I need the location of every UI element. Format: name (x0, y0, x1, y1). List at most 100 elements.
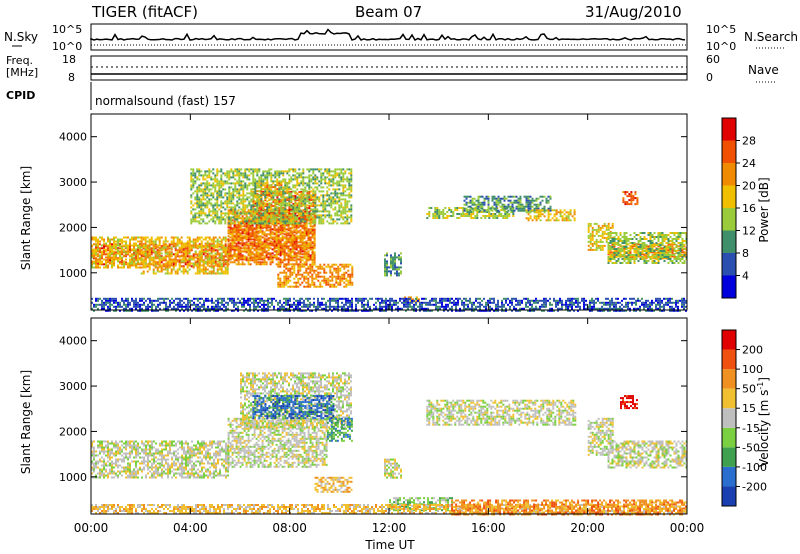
heatmap-cell (224, 254, 227, 257)
heatmap-cell (266, 216, 269, 219)
heatmap-cell (198, 243, 201, 246)
heatmap-cell (287, 261, 290, 264)
heatmap-cell (166, 252, 169, 255)
heatmap-cell (210, 270, 213, 273)
heatmap-cell (313, 243, 316, 246)
heatmap-cell (224, 252, 227, 255)
heatmap-cell (125, 236, 127, 239)
heatmap-cell (210, 198, 213, 201)
heatmap-cell (95, 236, 97, 239)
heatmap-cell (263, 238, 266, 241)
heatmap-cell (313, 256, 316, 259)
heatmap-cell (194, 238, 197, 241)
heatmap-cell (326, 182, 329, 185)
heatmap-cell (257, 239, 260, 242)
heatmap-cell (306, 200, 309, 203)
heatmap-cell (267, 256, 270, 259)
heatmap-cell (245, 211, 248, 214)
heatmap-cell (338, 172, 341, 175)
heatmap-cell (309, 232, 312, 235)
heatmap-cell (490, 215, 493, 217)
heatmap-cell (294, 222, 297, 225)
heatmap-cell (316, 182, 319, 185)
heatmap-cell (340, 204, 343, 207)
heatmap-cell (238, 174, 241, 177)
heatmap-cell (180, 246, 183, 249)
heatmap-cell (164, 264, 167, 267)
heatmap-cell (308, 216, 311, 219)
heatmap-cell (198, 202, 201, 205)
heatmap-cell (255, 233, 258, 236)
heatmap-cell (152, 242, 155, 245)
heatmap-cell (467, 195, 470, 198)
heatmap-cell (348, 184, 351, 187)
heatmap-cell (272, 210, 275, 213)
heatmap-cell (241, 263, 244, 266)
heatmap-cell (259, 261, 262, 264)
heatmap-cell (293, 245, 296, 248)
heatmap-cell (276, 197, 279, 200)
heatmap-cell (105, 248, 107, 251)
heatmap-cell (192, 266, 195, 269)
heatmap-cell (298, 176, 301, 179)
heatmap-cell (148, 250, 151, 253)
heatmap-cell (259, 226, 262, 229)
heatmap-cell (291, 265, 294, 268)
heatmap-cell (436, 209, 439, 211)
heatmap-cell (127, 246, 129, 249)
heatmap-cell (311, 275, 314, 278)
heatmap-cell (233, 211, 236, 214)
heatmap-cell (144, 262, 147, 265)
heatmap-cell (400, 262, 402, 265)
heatmap-cell (300, 191, 303, 194)
heatmap-cell (107, 244, 109, 247)
heatmap-cell (293, 226, 296, 229)
heatmap-cell (229, 233, 232, 236)
heatmap-cell (275, 256, 278, 259)
heatmap-cell (289, 234, 292, 237)
heatmap-cell (270, 208, 273, 211)
heatmap-cell (331, 285, 334, 288)
heatmap-cell (196, 256, 199, 259)
heatmap-cell (327, 263, 330, 266)
heatmap-cell (188, 252, 191, 255)
heatmap-cell (269, 222, 272, 225)
heatmap-cell (335, 279, 338, 282)
heatmap-cell (220, 268, 223, 271)
heatmap-cell (253, 238, 256, 241)
heatmap-cell (216, 172, 219, 175)
heatmap-cell (236, 200, 239, 203)
heatmap-cell (294, 208, 297, 211)
heatmap-cell (253, 237, 256, 240)
heatmap-cell (332, 198, 335, 201)
heatmap-cell (142, 250, 145, 253)
heatmap-cell (334, 198, 337, 201)
heatmap-cell (212, 204, 215, 207)
heatmap-cell (334, 188, 337, 191)
heatmap-cell (290, 200, 293, 203)
heatmap-cell (99, 266, 101, 269)
heatmap-cell (208, 194, 211, 197)
heatmap-cell (242, 186, 245, 189)
heatmap-cell (249, 263, 252, 266)
heatmap-cell (121, 261, 123, 264)
heatmap-cell (308, 218, 311, 221)
heatmap-cell (204, 272, 207, 275)
heatmap-cell (313, 261, 316, 264)
heatmap-cell (295, 235, 298, 238)
heatmap-cell (300, 197, 303, 200)
heatmap-cell (194, 263, 197, 266)
heatmap-cell (336, 168, 339, 171)
heatmap-cell (295, 275, 298, 278)
heatmap-cell (384, 268, 386, 271)
heatmap-cell (107, 247, 109, 250)
heatmap-cell (279, 226, 282, 229)
heatmap-cell (309, 245, 312, 248)
heatmap-cell (129, 264, 131, 267)
heatmap-cell (248, 200, 251, 203)
heatmap-cell (299, 231, 302, 234)
heatmap-cell (264, 198, 267, 201)
heatmap-cell (93, 243, 95, 246)
heatmap-cell (313, 253, 316, 256)
heatmap-cell (291, 241, 294, 244)
